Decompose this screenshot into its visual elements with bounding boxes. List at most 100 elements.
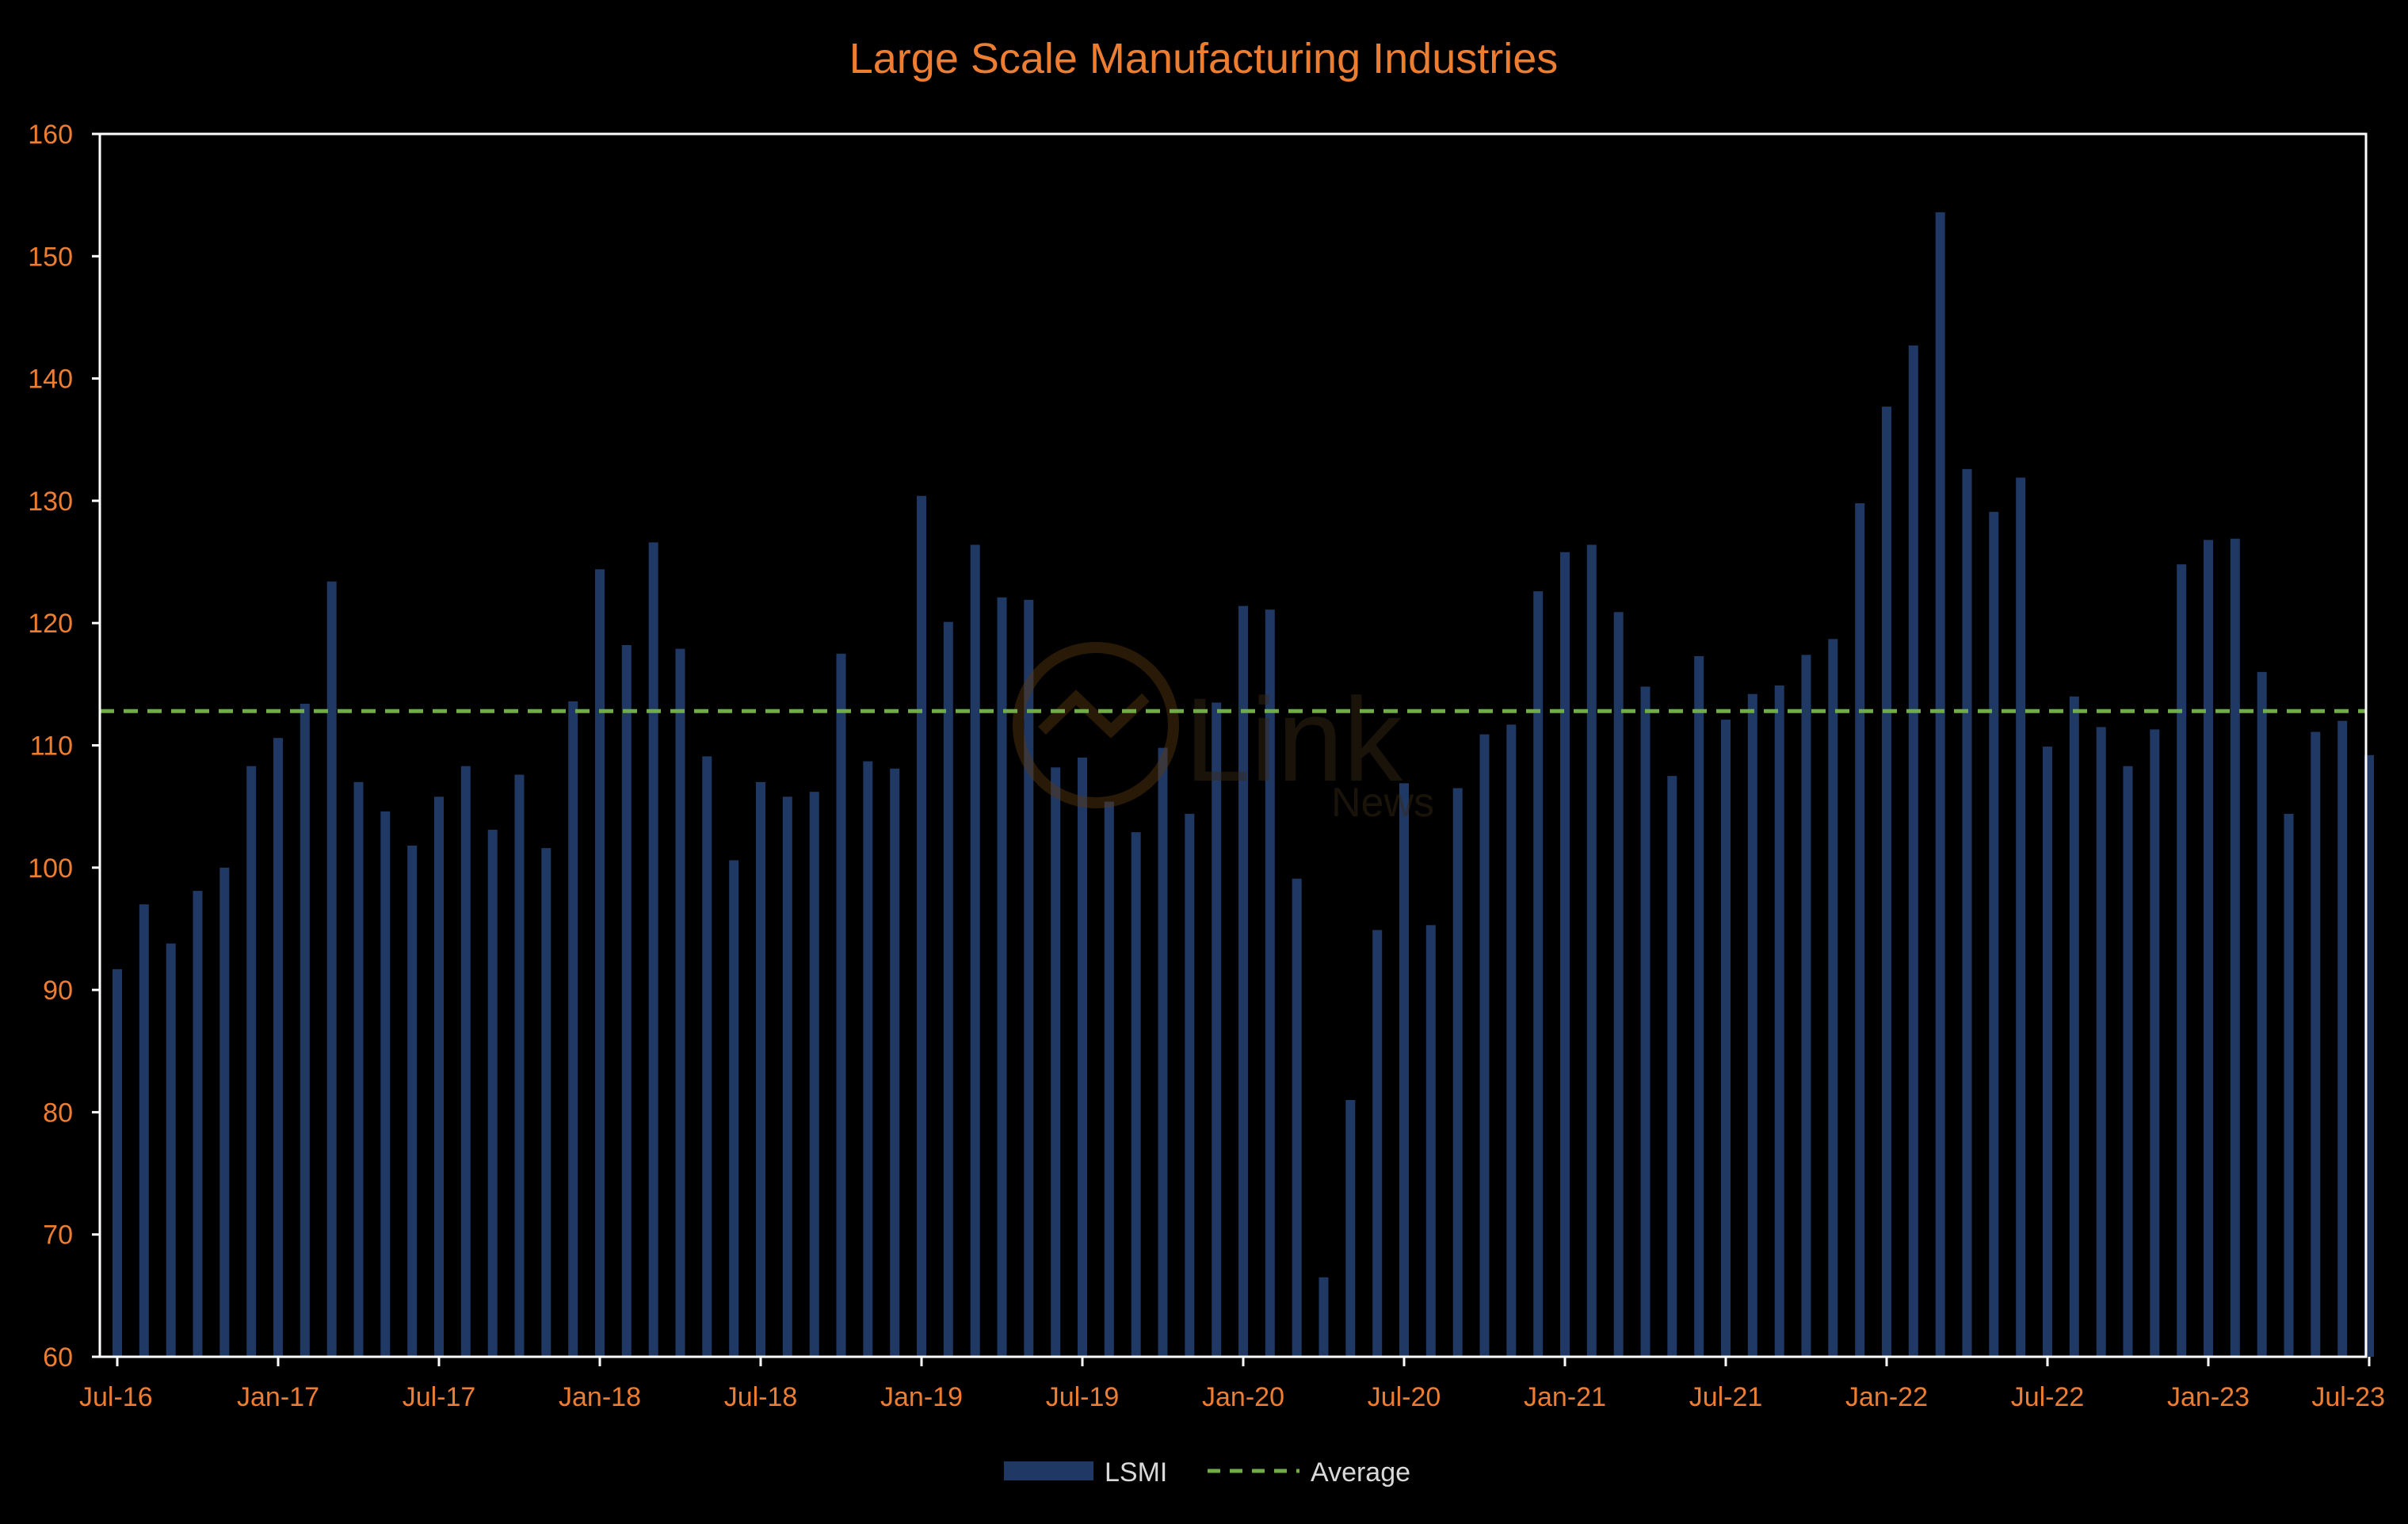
x-tick-label: Jul-19	[1046, 1382, 1120, 1412]
bar-Nov-19	[1185, 813, 1195, 1357]
bar-Apr-23	[2284, 813, 2294, 1357]
bar-Jun-19	[1051, 767, 1061, 1357]
bar-Oct-19	[1158, 747, 1168, 1357]
bar-Dec-21	[1855, 503, 1865, 1357]
bar-Jan-18	[595, 569, 605, 1357]
bar-Mar-23	[2257, 671, 2267, 1357]
bar-Jun-18	[729, 860, 739, 1357]
bar-Apr-21	[1640, 686, 1650, 1357]
y-tick-label: 100	[28, 854, 73, 884]
bar-Dec-19	[1212, 702, 1222, 1357]
bar-Aug-17	[460, 766, 471, 1357]
bar-Dec-16	[246, 766, 257, 1357]
bar-Aug-21	[1747, 693, 1757, 1357]
bar-Apr-20	[1318, 1277, 1329, 1357]
bar-May-18	[702, 756, 712, 1357]
x-tick-label: Jan-23	[2167, 1382, 2250, 1412]
bar-Jul-20	[1399, 783, 1409, 1357]
bar-Jul-16	[113, 968, 122, 1357]
bar-Dec-18	[890, 768, 900, 1357]
bar-Jul-19	[1078, 757, 1087, 1357]
bar-Jun-20	[1372, 930, 1383, 1357]
x-tick-label: Jan-22	[1845, 1382, 1928, 1412]
y-tick-label: 70	[43, 1220, 73, 1251]
bar-Jun-17	[407, 846, 418, 1357]
bar-Feb-23	[2230, 538, 2240, 1358]
bar-Mar-19	[970, 544, 980, 1357]
bar-Jun-21	[1694, 655, 1704, 1357]
bar-Feb-22	[1908, 345, 1918, 1357]
chart-legend: LSMI Average	[1004, 1457, 1410, 1488]
bar-Nov-20	[1506, 724, 1517, 1357]
bar-Jul-18	[756, 781, 765, 1357]
bar-Feb-20	[1265, 609, 1275, 1357]
x-axis: Jul-16 Jan-17 Jul-17 Jan-18 Jul-18 Jan-19 Jul-…	[79, 1357, 2385, 1412]
bar-Oct-16	[193, 891, 203, 1357]
x-tick-label: Jan-19	[880, 1382, 963, 1412]
bar-Jan-23	[2204, 540, 2213, 1357]
bar-Nov-17	[541, 848, 551, 1357]
bar-Apr-19	[997, 597, 1007, 1357]
bar-Sep-18	[809, 792, 819, 1357]
bar-Mar-18	[648, 542, 658, 1357]
chart-title: Large Scale Manufacturing Industries	[849, 35, 1559, 82]
legend-lsmi-swatch	[1004, 1461, 1093, 1480]
bar-Apr-22	[1962, 468, 1972, 1357]
bar-Mar-17	[326, 581, 337, 1357]
bar-Nov-21	[1828, 639, 1838, 1357]
bar-Aug-16	[139, 904, 149, 1357]
y-tick-label: 130	[28, 487, 73, 517]
bar-May-17	[380, 811, 391, 1357]
watermark-zigzag-icon	[1038, 689, 1150, 739]
bar-Feb-19	[943, 621, 953, 1357]
x-tick-label: Jul-16	[79, 1382, 153, 1412]
bar-Oct-22	[2123, 766, 2133, 1357]
y-tick-label: 140	[28, 365, 73, 395]
bar-Jan-19	[917, 495, 926, 1358]
y-tick-label: 120	[28, 609, 73, 639]
watermark-brand: Link	[1185, 673, 1403, 806]
bar-May-23	[2311, 731, 2321, 1357]
bar-Mar-20	[1292, 878, 1302, 1357]
bar-Mar-21	[1613, 612, 1624, 1357]
bar-Oct-17	[514, 774, 525, 1357]
bar-Jun-22	[2016, 477, 2026, 1357]
bar-Nov-18	[863, 761, 873, 1357]
x-tick-label: Jul-17	[403, 1382, 476, 1412]
x-tick-label: Jul-18	[724, 1382, 798, 1412]
bar-Oct-21	[1801, 655, 1811, 1357]
bar-Oct-20	[1479, 734, 1490, 1357]
x-tick-label: Jan-17	[237, 1382, 319, 1412]
x-tick-label: Jan-21	[1524, 1382, 1606, 1412]
bar-Sep-20	[1452, 788, 1463, 1357]
bar-Aug-19	[1104, 801, 1114, 1357]
legend-average-label: Average	[1311, 1457, 1410, 1488]
bar-Jul-17	[434, 796, 444, 1357]
bar-Jan-22	[1882, 407, 1891, 1357]
bar-Feb-21	[1586, 544, 1597, 1357]
y-axis: 60 70 80 90 100 110 120 130 140 150 160	[28, 120, 100, 1373]
bar-Jan-17	[273, 738, 283, 1357]
bar-Sep-16	[166, 943, 176, 1357]
bar-Jun-23	[2337, 720, 2348, 1357]
bar-Sep-22	[2096, 727, 2106, 1357]
bar-Jan-21	[1560, 552, 1570, 1357]
y-tick-label: 60	[43, 1343, 73, 1373]
y-tick-label: 90	[43, 976, 73, 1006]
bars-layer	[113, 212, 2374, 1358]
bar-Sep-19	[1131, 832, 1141, 1357]
bar-Apr-17	[353, 781, 364, 1357]
y-tick-label: 110	[30, 731, 73, 762]
x-tick-label: Jan-18	[559, 1382, 641, 1412]
legend-lsmi-label: LSMI	[1105, 1457, 1167, 1488]
bar-Oct-18	[836, 653, 846, 1357]
watermark-sub: News	[1331, 780, 1434, 826]
bar-Sep-17	[487, 830, 498, 1357]
watermark-circle-icon	[1013, 642, 1179, 808]
bar-Nov-16	[219, 867, 230, 1357]
bar-Dec-17	[568, 701, 578, 1357]
bar-Mar-22	[1935, 212, 1945, 1357]
